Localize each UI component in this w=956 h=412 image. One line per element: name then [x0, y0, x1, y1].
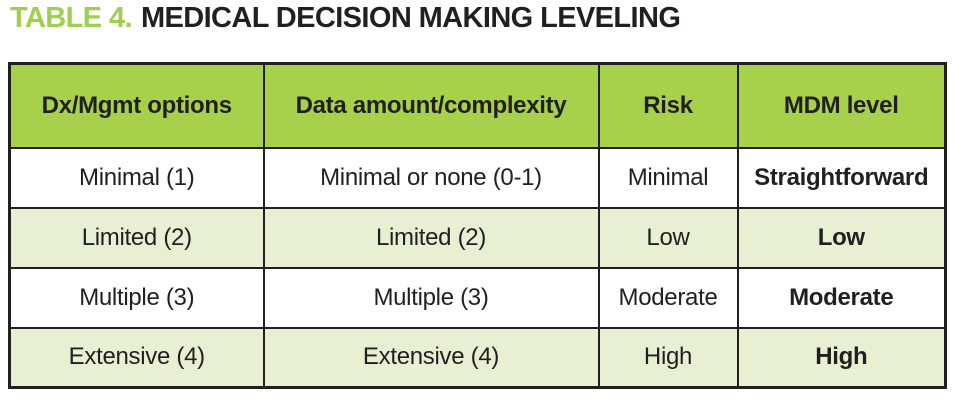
cell-dx-options: Limited (2)	[8, 206, 265, 269]
cell-data-complexity: Limited (2)	[262, 206, 600, 269]
column-header-risk: Risk	[597, 62, 739, 149]
cell-mdm-level: Straightforward	[736, 146, 947, 209]
table-number-label: TABLE 4.	[10, 2, 133, 34]
column-header-data-amount-complexity: Data amount/complexity	[262, 62, 600, 149]
cell-risk: Low	[597, 206, 739, 269]
page-title: TABLE 4. MEDICAL DECISION MAKING LEVELING	[10, 2, 681, 35]
cell-mdm-level: Low	[736, 206, 947, 269]
cell-dx-options: Extensive (4)	[8, 326, 265, 389]
column-header-dx-mgmt-options: Dx/Mgmt options	[8, 62, 265, 149]
cell-data-complexity: Extensive (4)	[262, 326, 600, 389]
cell-data-complexity: Multiple (3)	[262, 266, 600, 329]
table-row: Limited (2) Limited (2) Low Low	[8, 206, 947, 269]
cell-risk: High	[597, 326, 739, 389]
table-row: Minimal (1) Minimal or none (0-1) Minima…	[8, 146, 947, 209]
column-header-mdm-level: MDM level	[736, 62, 947, 149]
header-row: Dx/Mgmt options Data amount/complexity R…	[8, 62, 947, 149]
cell-dx-options: Multiple (3)	[8, 266, 265, 329]
cell-risk: Minimal	[597, 146, 739, 209]
cell-risk: Moderate	[597, 266, 739, 329]
table-row: Extensive (4) Extensive (4) High High	[8, 326, 947, 389]
table-row: Multiple (3) Multiple (3) Moderate Moder…	[8, 266, 947, 329]
cell-mdm-level: Moderate	[736, 266, 947, 329]
cell-data-complexity: Minimal or none (0-1)	[262, 146, 600, 209]
mdm-leveling-table: Dx/Mgmt options Data amount/complexity R…	[8, 62, 947, 389]
table-title-text: MEDICAL DECISION MAKING LEVELING	[140, 2, 681, 34]
cell-mdm-level: High	[736, 326, 947, 389]
cell-dx-options: Minimal (1)	[8, 146, 265, 209]
